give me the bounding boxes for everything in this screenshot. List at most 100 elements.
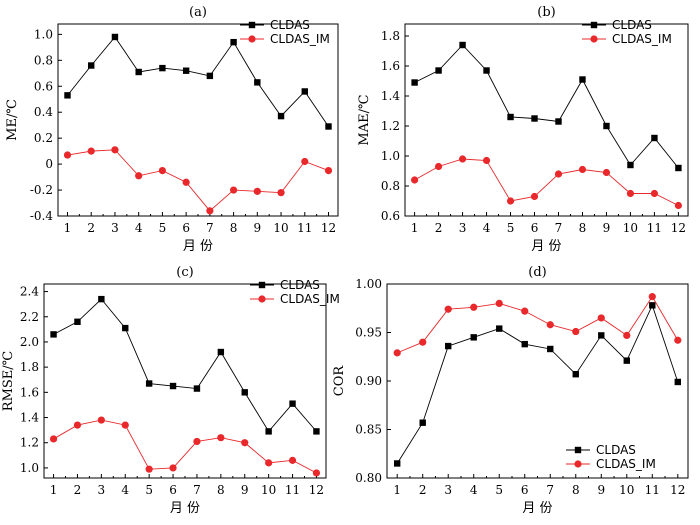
x-tick-label: 7 — [546, 483, 554, 497]
x-tick-label: 3 — [459, 221, 467, 235]
data-point-cldas — [521, 340, 528, 348]
data-point-cldas-im — [410, 176, 419, 184]
series-line-cldas — [414, 44, 679, 169]
data-point-cldas — [496, 325, 503, 332]
data-point-cldas — [301, 88, 308, 95]
x-tick-label: 8 — [572, 483, 580, 497]
x-tick-label: 8 — [217, 483, 225, 497]
y-tick-label: 0.95 — [355, 326, 382, 340]
y-tick-label: 2.4 — [20, 285, 39, 299]
x-tick-label: 11 — [647, 221, 662, 235]
x-tick-label: 3 — [111, 221, 119, 235]
legend-label: CLDAS_IM — [270, 32, 330, 46]
x-tick-label: 6 — [169, 483, 177, 497]
data-point-cldas — [547, 345, 554, 353]
data-point-cldas — [435, 67, 442, 74]
legend-marker — [590, 21, 598, 29]
legend-label: CLDAS_IM — [596, 457, 656, 471]
x-tick-label: 9 — [603, 221, 611, 235]
data-point-cldas-im — [470, 303, 478, 311]
data-point-cldas-im — [169, 464, 177, 472]
data-point-cldas-im — [674, 336, 682, 344]
y-tick-label: 1.0 — [381, 149, 400, 163]
y-tick-label: -0.2 — [30, 183, 53, 197]
x-tick-label: 5 — [507, 221, 515, 235]
data-point-cldas — [394, 460, 401, 467]
data-point-cldas — [111, 33, 119, 41]
x-tick-label: 3 — [98, 483, 106, 497]
data-point-cldas-im — [578, 165, 587, 174]
data-point-cldas — [325, 123, 332, 130]
data-point-cldas — [217, 348, 225, 356]
y-tick-label: 0.90 — [355, 374, 382, 388]
x-tick-label: 7 — [193, 483, 201, 497]
x-tick-label: 8 — [230, 221, 238, 235]
data-point-cldas — [459, 41, 466, 49]
y-axis-title: MAE/℃ — [357, 94, 372, 145]
x-tick-label: 5 — [495, 483, 503, 497]
data-point-cldas — [483, 67, 490, 74]
data-point-cldas-im — [312, 469, 321, 477]
data-point-cldas-im — [229, 186, 238, 194]
y-tick-label: 0.85 — [355, 423, 382, 437]
y-tick-label: 0.2 — [34, 131, 53, 145]
data-point-cldas — [419, 419, 426, 426]
panel-label: (a) — [189, 5, 207, 20]
series-line-cldas-im — [67, 149, 329, 212]
data-point-cldas — [649, 302, 656, 309]
data-point-cldas — [445, 342, 452, 350]
data-point-cldas-im — [73, 421, 82, 429]
data-point-cldas-im — [135, 172, 143, 180]
data-point-cldas-im — [546, 321, 554, 329]
y-tick-label: 2.0 — [20, 335, 39, 349]
data-point-cldas-im — [97, 416, 105, 424]
legend-marker — [574, 446, 582, 454]
panel-label: (d) — [528, 265, 546, 280]
x-tick-label: 5 — [159, 221, 167, 235]
x-tick-label: 9 — [597, 483, 605, 497]
legend-marker — [248, 35, 256, 43]
x-tick-label: 12 — [309, 483, 324, 497]
legend-marker — [258, 281, 266, 289]
series-line-cldas-im — [414, 158, 679, 206]
y-tick-label: 1.0 — [20, 461, 39, 475]
x-tick-label: 12 — [321, 221, 336, 235]
x-tick-label: 2 — [87, 221, 95, 235]
data-point-cldas-im — [554, 170, 563, 178]
y-tick-label: 1.4 — [381, 89, 400, 103]
data-point-cldas — [598, 332, 605, 339]
y-tick-label: -0.4 — [30, 209, 54, 223]
data-point-cldas — [277, 112, 285, 120]
data-point-cldas-im — [626, 189, 635, 198]
x-tick-label: 1 — [411, 221, 419, 235]
y-tick-label: 1.6 — [20, 385, 39, 399]
chart-panel-1: 1 2 3 4 5 6 7 8 9 10 11 12-0.4-0.200.20.40.60.81.0月… — [5, 5, 339, 254]
data-point-cldas-im — [253, 187, 261, 195]
y-axis-title: COR — [332, 365, 347, 397]
data-point-cldas — [411, 79, 418, 86]
data-point-cldas — [74, 318, 81, 325]
data-point-cldas — [159, 64, 166, 72]
data-point-cldas — [289, 400, 296, 407]
data-point-cldas — [651, 134, 658, 142]
data-point-cldas — [675, 164, 682, 172]
panel-label: (c) — [176, 265, 193, 280]
data-point-cldas — [572, 371, 579, 378]
x-tick-label: 3 — [444, 483, 452, 497]
y-tick-label: 1.8 — [20, 360, 39, 374]
x-axis-title: 月 份 — [522, 501, 552, 516]
data-point-cldas-im — [482, 156, 491, 165]
x-tick-label: 10 — [619, 483, 634, 497]
x-axis-title: 月 份 — [531, 239, 561, 254]
data-point-cldas-im — [193, 437, 201, 446]
data-point-cldas — [98, 295, 105, 303]
data-point-cldas-im — [419, 338, 427, 346]
data-point-cldas-im — [145, 465, 153, 473]
x-tick-label: 12 — [670, 483, 685, 497]
y-tick-label: 1.4 — [20, 411, 39, 425]
y-tick-label: 2.2 — [20, 310, 39, 324]
y-tick-label: 0.4 — [34, 105, 53, 119]
x-tick-label: 7 — [555, 221, 563, 235]
